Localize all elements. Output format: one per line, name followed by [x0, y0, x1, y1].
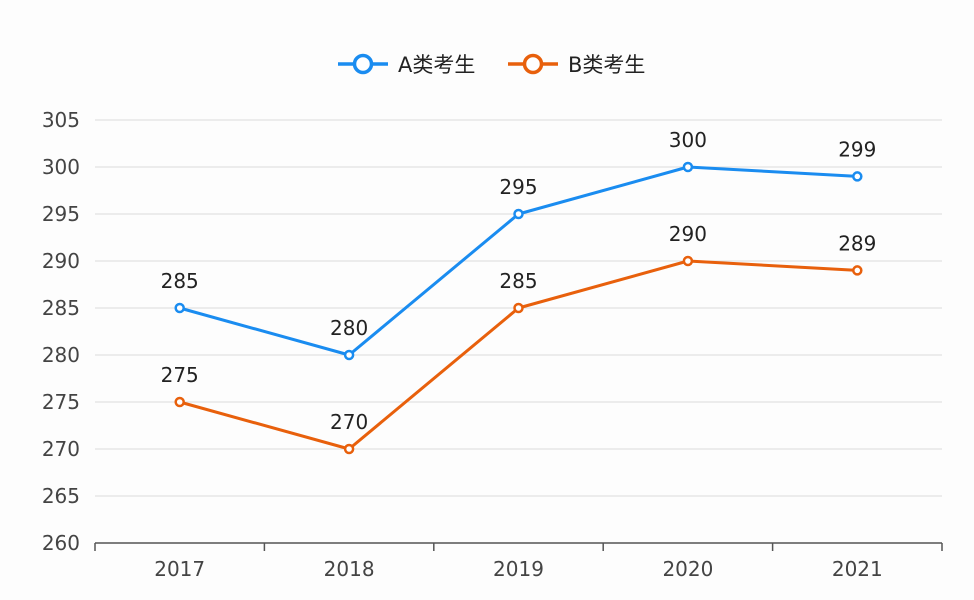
y-tick-label: 290 [42, 249, 80, 273]
legend-item-b[interactable]: B类考生 [508, 53, 645, 77]
data-point[interactable] [682, 161, 694, 173]
y-tick-label: 300 [42, 155, 80, 179]
data-point[interactable] [174, 302, 185, 314]
legend-label: B类考生 [568, 53, 645, 77]
y-axis: 260 265 270 275 280 285 290 295 300 305 [42, 108, 80, 555]
x-tick-label: 2021 [832, 557, 883, 581]
data-point[interactable] [682, 255, 694, 267]
data-point[interactable] [513, 302, 524, 314]
data-label: 295 [499, 175, 537, 199]
x-tick-label: 2020 [662, 557, 713, 581]
y-tick-label: 295 [42, 202, 80, 226]
x-tick-label: 2017 [154, 557, 205, 581]
data-label: 285 [499, 269, 537, 293]
data-point[interactable] [852, 265, 863, 276]
data-point[interactable] [513, 208, 524, 220]
x-tick-label: 2019 [493, 557, 544, 581]
y-tick-label: 280 [42, 343, 80, 367]
data-label: 290 [669, 222, 707, 246]
data-point[interactable] [343, 443, 355, 455]
data-label: 300 [669, 128, 707, 152]
data-label: 280 [330, 316, 368, 340]
data-label: 285 [161, 269, 199, 293]
legend-item-a[interactable]: A类考生 [338, 53, 475, 77]
data-label: 299 [838, 137, 876, 161]
y-tick-label: 265 [42, 484, 80, 508]
y-tick-label: 285 [42, 296, 80, 320]
x-tick-label: 2018 [324, 557, 375, 581]
series-a: 285 280 295 300 299 [161, 128, 876, 361]
data-label: 275 [161, 363, 199, 387]
legend-circle-icon [352, 53, 374, 75]
y-tick-label: 260 [42, 531, 80, 555]
legend-circle-icon [522, 53, 544, 75]
series-b: 275 270 285 290 289 [161, 222, 876, 455]
data-label: 289 [838, 231, 876, 255]
data-point[interactable] [174, 396, 185, 408]
data-label: 270 [330, 410, 368, 434]
series-group: 285 280 295 300 299 275 270 285 290 289 [161, 128, 876, 455]
legend[interactable]: A类考生 B类考生 [338, 53, 645, 77]
y-tick-label: 270 [42, 437, 80, 461]
y-tick-label: 305 [42, 108, 80, 132]
data-point[interactable] [852, 171, 863, 182]
x-axis: 2017 2018 2019 2020 2021 [94, 542, 943, 581]
legend-label: A类考生 [398, 53, 475, 77]
data-point[interactable] [343, 349, 355, 361]
y-tick-label: 275 [42, 390, 80, 414]
